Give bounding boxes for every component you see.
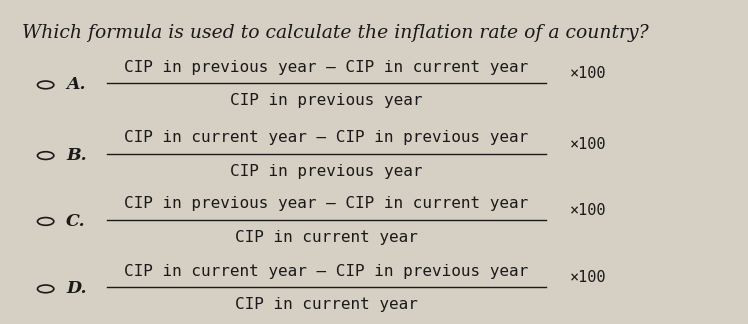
Text: CIP in previous year – CIP in current year: CIP in previous year – CIP in current ye… xyxy=(124,196,529,211)
Text: CIP in previous year: CIP in previous year xyxy=(230,93,423,109)
Text: D.: D. xyxy=(66,280,87,297)
Text: CIP in current year: CIP in current year xyxy=(235,230,418,245)
Text: CIP in previous year – CIP in current year: CIP in previous year – CIP in current ye… xyxy=(124,60,529,75)
Text: B.: B. xyxy=(66,147,87,164)
Text: Which formula is used to calculate the inflation rate of a country?: Which formula is used to calculate the i… xyxy=(22,24,649,42)
Text: CIP in previous year: CIP in previous year xyxy=(230,164,423,179)
Text: A.: A. xyxy=(66,76,85,93)
Text: ×100: ×100 xyxy=(570,270,607,285)
Text: ×100: ×100 xyxy=(570,203,607,218)
Text: ×100: ×100 xyxy=(570,66,607,81)
Text: CIP in current year – CIP in previous year: CIP in current year – CIP in previous ye… xyxy=(124,264,529,279)
Text: C.: C. xyxy=(66,213,86,230)
Text: CIP in current year – CIP in previous year: CIP in current year – CIP in previous ye… xyxy=(124,130,529,145)
Text: ×100: ×100 xyxy=(570,137,607,152)
Text: CIP in current year: CIP in current year xyxy=(235,297,418,312)
